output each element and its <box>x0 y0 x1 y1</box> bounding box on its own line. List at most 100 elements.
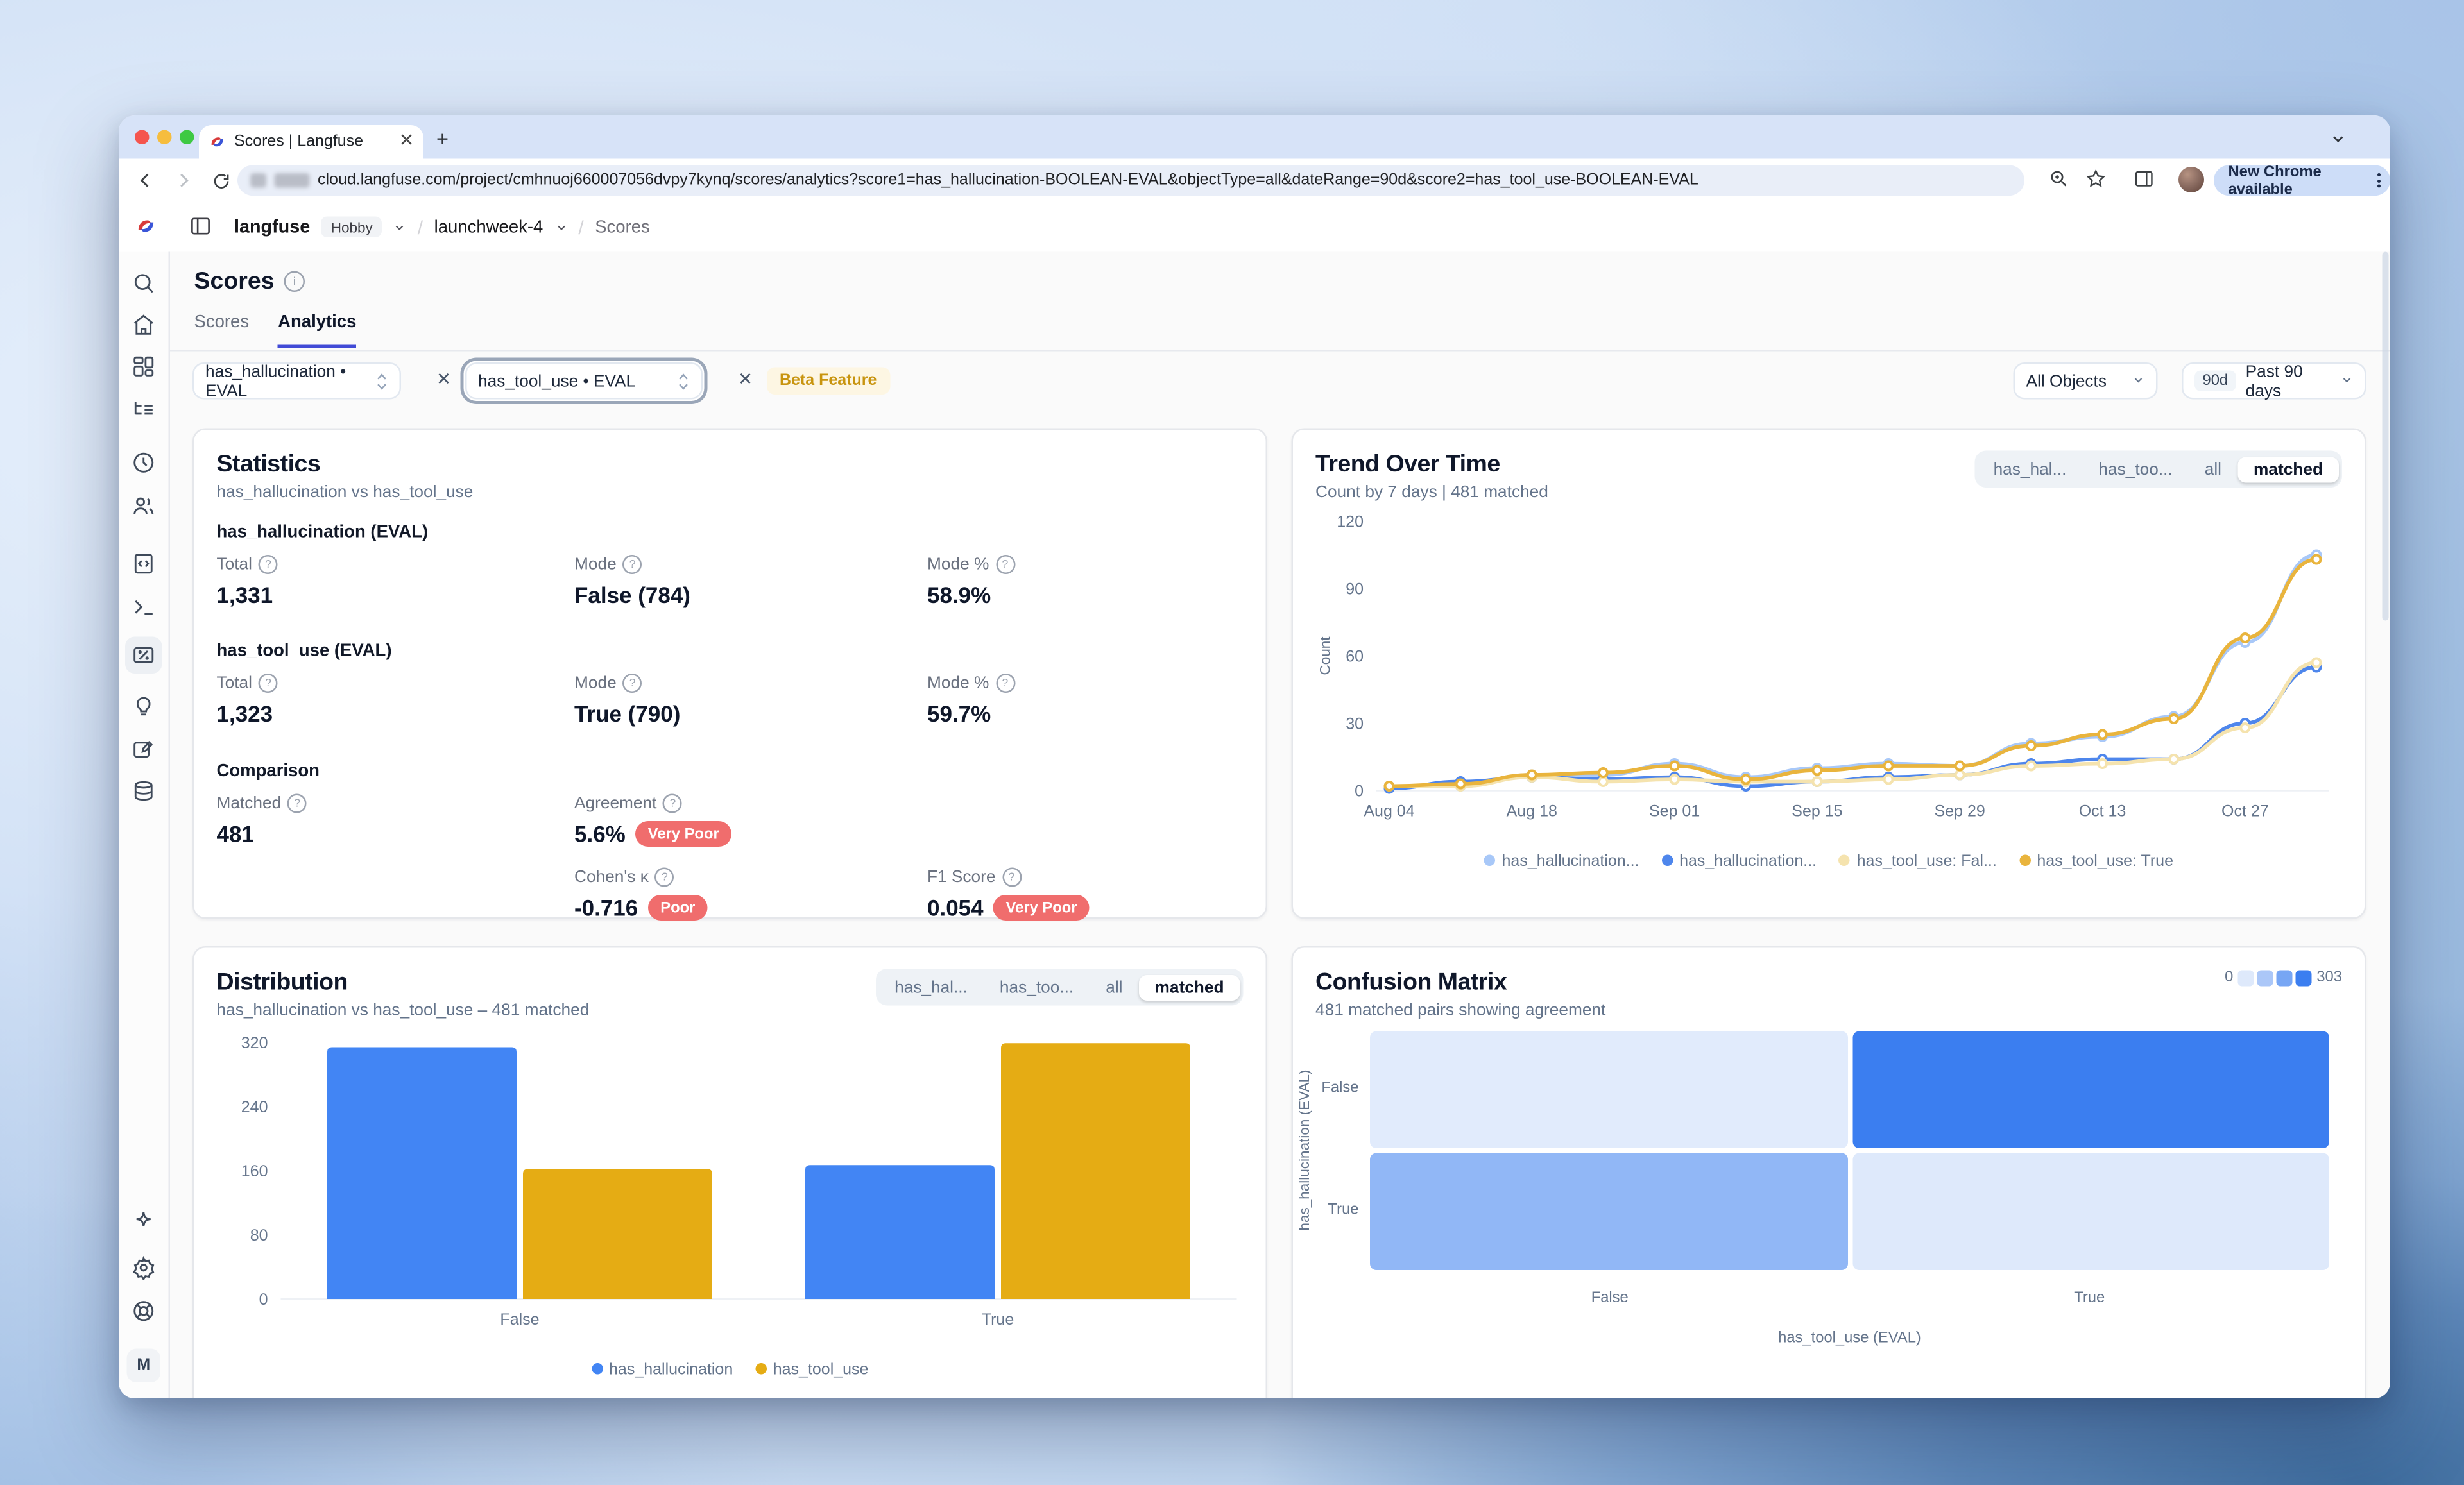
close-window-button[interactable] <box>135 130 150 144</box>
metric-label: Total <box>216 555 252 574</box>
beta-feature-badge: Beta Feature <box>767 367 890 395</box>
forward-button[interactable] <box>170 167 198 194</box>
svg-text:Aug 04: Aug 04 <box>1364 802 1414 820</box>
home-icon[interactable] <box>132 313 156 337</box>
project-switcher-chevron-icon[interactable] <box>554 221 567 233</box>
playground-terminal-icon[interactable] <box>132 595 156 620</box>
minimize-window-button[interactable] <box>157 130 172 144</box>
browser-menu-icon[interactable] <box>2377 173 2381 188</box>
trend-tab-all[interactable]: all <box>2204 459 2222 479</box>
metric-value: False (784) <box>574 582 690 608</box>
search-icon[interactable] <box>132 271 156 296</box>
tab-search-chevron-icon[interactable] <box>2323 127 2352 149</box>
help-icon[interactable]: ? <box>622 674 642 693</box>
main-content: Scores i Scores Analytics has_hallucinat… <box>168 251 2390 1398</box>
score1-select[interactable]: has_hallucination • EVAL <box>193 362 401 400</box>
legend-dot <box>591 1363 603 1375</box>
trend-tab-score2[interactable]: has_too... <box>2098 459 2173 479</box>
svg-text:Oct 27: Oct 27 <box>2221 802 2269 820</box>
metric-value: True (790) <box>574 700 681 727</box>
new-tab-button[interactable]: + <box>436 126 449 151</box>
legend-dot <box>1661 854 1673 866</box>
help-icon[interactable]: ? <box>287 793 307 813</box>
trend-view-switcher: has_hal... has_too... all matched <box>1974 450 2342 488</box>
help-icon[interactable]: ? <box>654 867 674 887</box>
section-name: has_tool_use (EVAL) <box>216 641 392 661</box>
filter-row: has_hallucination • EVAL ✕ has_tool_use … <box>193 362 2366 401</box>
maximize-window-button[interactable] <box>180 130 194 144</box>
heatmap-cell[interactable] <box>1852 1153 2329 1270</box>
help-icon[interactable]: ? <box>663 793 683 813</box>
help-icon[interactable]: ? <box>622 555 642 574</box>
datasets-database-icon[interactable] <box>132 779 156 804</box>
trend-tab-matched[interactable]: matched <box>2237 456 2339 482</box>
back-button[interactable] <box>132 167 159 194</box>
tab-scores[interactable]: Scores <box>194 312 250 332</box>
settings-gear-icon[interactable] <box>132 1255 156 1280</box>
scrollbar-thumb[interactable] <box>2382 251 2389 621</box>
side-panel-icon[interactable] <box>2134 169 2158 193</box>
distribution-tab-score2[interactable]: has_too... <box>999 977 1074 997</box>
score2-remove-button[interactable]: ✕ <box>738 370 753 390</box>
browser-tab[interactable]: Scores | Langfuse ✕ <box>199 125 424 159</box>
browser-profile-avatar[interactable] <box>2178 167 2204 192</box>
score2-select[interactable]: has_tool_use • EVAL <box>465 362 703 400</box>
users-icon[interactable] <box>132 494 156 518</box>
chrome-update-button[interactable]: New Chrome available <box>2214 163 2390 198</box>
tab-title: Scores | Langfuse <box>234 133 364 151</box>
page-info-icon[interactable]: i <box>284 271 305 292</box>
help-icon[interactable]: ? <box>258 555 278 574</box>
zoom-icon[interactable] <box>2049 169 2073 193</box>
sidebar-toggle-icon[interactable] <box>189 215 212 237</box>
svg-text:False: False <box>500 1311 539 1328</box>
statistics-subtitle: has_hallucination vs has_tool_use <box>216 482 474 502</box>
help-icon[interactable]: ? <box>995 555 1015 574</box>
bookmark-star-icon[interactable] <box>2085 169 2110 193</box>
tracing-icon[interactable] <box>132 398 156 422</box>
metric-value: 59.7% <box>927 700 991 727</box>
help-icon[interactable]: ? <box>995 674 1015 693</box>
scale-swatch <box>2237 969 2254 986</box>
support-lifebuoy-icon[interactable] <box>132 1299 156 1323</box>
breadcrumb: langfuse Hobby / launchweek-4 / Scores <box>234 202 650 252</box>
metric-label: Agreement <box>574 793 657 813</box>
svg-text:90: 90 <box>1346 580 1364 598</box>
dashboards-icon[interactable] <box>132 355 156 379</box>
url-bar[interactable]: cloud.langfuse.com/project/cmhnuoj660007… <box>237 165 2024 196</box>
evaluation-lightbulb-icon[interactable] <box>132 695 156 719</box>
sessions-clock-icon[interactable] <box>132 451 156 475</box>
trend-tab-score1[interactable]: has_hal... <box>1993 459 2067 479</box>
metric-label: F1 Score <box>927 867 996 887</box>
heatmap-cell[interactable] <box>1852 1031 2329 1148</box>
annotation-icon[interactable] <box>132 738 156 762</box>
heatmap-cell[interactable] <box>1370 1153 1847 1270</box>
tab-close-icon[interactable]: ✕ <box>398 132 414 151</box>
trend-legend: has_hallucination... has_hallucination...… <box>1315 853 2342 871</box>
distribution-tab-matched[interactable]: matched <box>1138 974 1240 1000</box>
help-icon[interactable]: ? <box>1002 867 1022 887</box>
date-range-select[interactable]: 90d Past 90 days <box>2182 362 2366 400</box>
user-avatar[interactable]: M <box>126 1348 160 1382</box>
project-name[interactable]: launchweek-4 <box>434 217 543 237</box>
plan-badge: Hobby <box>321 216 382 237</box>
heatmap-cell[interactable] <box>1370 1031 1847 1148</box>
tab-analytics[interactable]: Analytics <box>278 313 357 348</box>
score1-remove-button[interactable]: ✕ <box>436 370 452 390</box>
distribution-bar-chart: 0 80 160 240 320 False True <box>241 1034 1237 1328</box>
org-switcher-chevron-icon[interactable] <box>393 221 406 233</box>
metric-label: Mode % <box>927 555 989 574</box>
prompts-icon[interactable] <box>132 552 156 576</box>
distribution-tab-all[interactable]: all <box>1106 977 1123 997</box>
whats-new-sparkle-icon[interactable] <box>132 1209 156 1234</box>
legend-item: has_tool_use: Fal... <box>1839 853 1997 871</box>
rating-badge: Poor <box>647 895 708 921</box>
trend-card: Trend Over Time Count by 7 days | 481 ma… <box>1291 428 2366 919</box>
org-name[interactable]: langfuse <box>234 217 311 237</box>
metric-value: 1,323 <box>216 700 273 727</box>
help-icon[interactable]: ? <box>258 674 278 693</box>
sidebar-item-scores-active[interactable] <box>125 636 162 674</box>
distribution-tab-score1[interactable]: has_hal... <box>894 977 968 997</box>
object-type-select[interactable]: All Objects <box>2013 362 2158 400</box>
legend-item: has_hallucination... <box>1484 853 1639 871</box>
reload-button[interactable] <box>207 167 235 194</box>
